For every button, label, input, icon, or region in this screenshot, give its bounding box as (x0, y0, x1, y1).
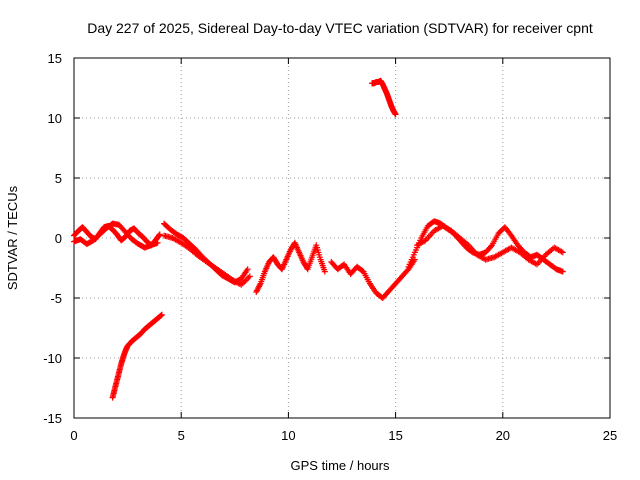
y-tick-label: -10 (43, 351, 62, 366)
x-tick-label: 25 (603, 428, 617, 443)
data-point (158, 311, 165, 318)
series-cluster-g (369, 77, 399, 118)
series-cluster-h (109, 311, 165, 401)
y-tick-label: -5 (50, 291, 62, 306)
data-point (559, 268, 566, 275)
data-point (156, 232, 163, 239)
series-cluster-b (71, 220, 161, 251)
data-point (156, 231, 163, 238)
chart-title: Day 227 of 2025, Sidereal Day-to-day VTE… (87, 20, 593, 36)
x-tick-label: 5 (178, 428, 185, 443)
series-cluster-i (405, 218, 566, 275)
series-cluster-j (414, 223, 566, 268)
x-tick-label: 20 (496, 428, 510, 443)
y-axis-label: SDTVAR / TECUs (5, 185, 20, 290)
data-point (246, 273, 253, 280)
y-tick-label: 0 (55, 231, 62, 246)
data-point (488, 243, 495, 250)
series-cluster-c (161, 220, 251, 286)
x-tick-label: 15 (388, 428, 402, 443)
y-tick-label: 5 (55, 171, 62, 186)
data-points (71, 77, 566, 401)
data-point (559, 249, 566, 256)
series-cluster-d (161, 232, 253, 288)
x-tick-label: 0 (70, 428, 77, 443)
series-cluster-e (253, 239, 328, 295)
data-point (321, 268, 328, 275)
y-tick-label: -15 (43, 411, 62, 426)
data-point (244, 266, 251, 273)
data-point (392, 111, 399, 118)
x-tick-label: 10 (281, 428, 295, 443)
x-axis-label: GPS time / hours (291, 458, 390, 473)
data-point (154, 239, 161, 246)
y-tick-label: 15 (48, 51, 62, 66)
grid-lines (74, 58, 610, 418)
series-cluster-f (328, 256, 418, 301)
y-tick-label: 10 (48, 111, 62, 126)
axis-ticks: 0 5 10 15 20 25 -15 -10 -5 0 5 10 15 (43, 51, 617, 443)
